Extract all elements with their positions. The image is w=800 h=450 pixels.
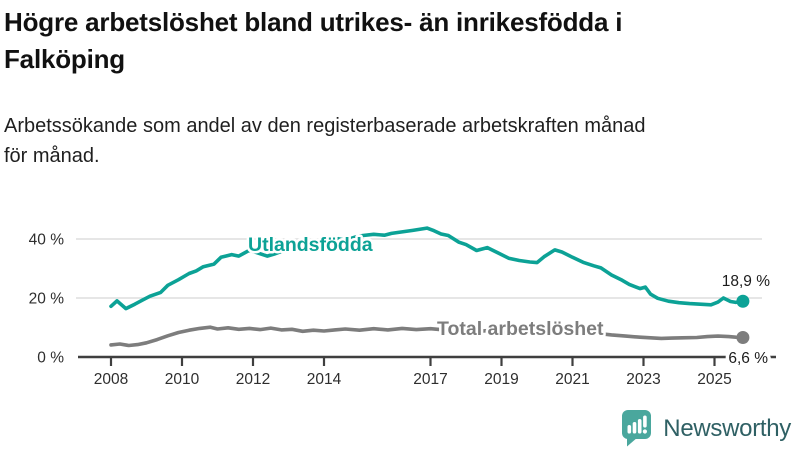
newsworthy-logo-icon [622, 410, 652, 447]
newsworthy-branding: Newsworthy [622, 410, 791, 447]
logo-exclamation-dot [643, 429, 648, 434]
chart-subtitle: Arbetssökande som andel av den registerb… [4, 111, 798, 171]
x-tick-label-2025: 2025 [697, 371, 731, 388]
logo-exclamation-stem [643, 415, 647, 428]
y-axis-label-0: 0 % [37, 350, 64, 367]
title-line-2: Falköping [4, 44, 125, 74]
subtitle-line-2: för månad. [4, 145, 100, 167]
logo-bar-2 [632, 422, 637, 434]
series-line-utlandsfodda [109, 226, 745, 311]
logo-bar-1 [627, 425, 632, 434]
x-tick-label-2014: 2014 [307, 371, 342, 388]
value-label-total-arbetsloshet: 6,6 % [728, 350, 768, 367]
series-end-dot-total-arbetsloshet [736, 331, 750, 345]
x-tick-label-2017: 2017 [413, 371, 447, 388]
x-tick-label-2023: 2023 [626, 371, 660, 388]
x-tick-label-2021: 2021 [555, 371, 589, 388]
chart-area: 0 % 20 % 40 % Utlandsfödda Total arbetslöshe… [0, 205, 800, 400]
series-label-total-arbetsloshet: Total arbetslöshet [437, 318, 604, 340]
series-end-dot-utlandsfodda [736, 294, 750, 308]
brand-wordmark: Newsworthy [663, 414, 791, 442]
x-tick-label-2012: 2012 [236, 371, 270, 388]
x-tick-label-2019: 2019 [484, 371, 518, 388]
y-axis-label-40: 40 % [29, 232, 65, 249]
series-label-utlandsfodda: Utlandsfödda [248, 234, 373, 256]
title-line-1: Högre arbetslöshet bland utrikes- än inr… [4, 7, 623, 37]
x-tick-label-2010: 2010 [165, 371, 200, 388]
series-line-total-arbetsloshet [109, 325, 745, 348]
unemployment-line-chart: 0 % 20 % 40 % Utlandsfödda Total arbetslöshe… [29, 226, 776, 388]
logo-bubble-tail [627, 436, 639, 447]
logo-bar-3 [638, 419, 642, 434]
value-label-utlandsfodda: 18,9 % [722, 273, 770, 290]
subtitle-line-1: Arbetssökande som andel av den registerb… [4, 115, 646, 137]
x-tick-label-2008: 2008 [94, 371, 128, 388]
page-title: Högre arbetslöshet bland utrikes- än inr… [4, 4, 798, 78]
y-axis-label-20: 20 % [29, 291, 65, 308]
